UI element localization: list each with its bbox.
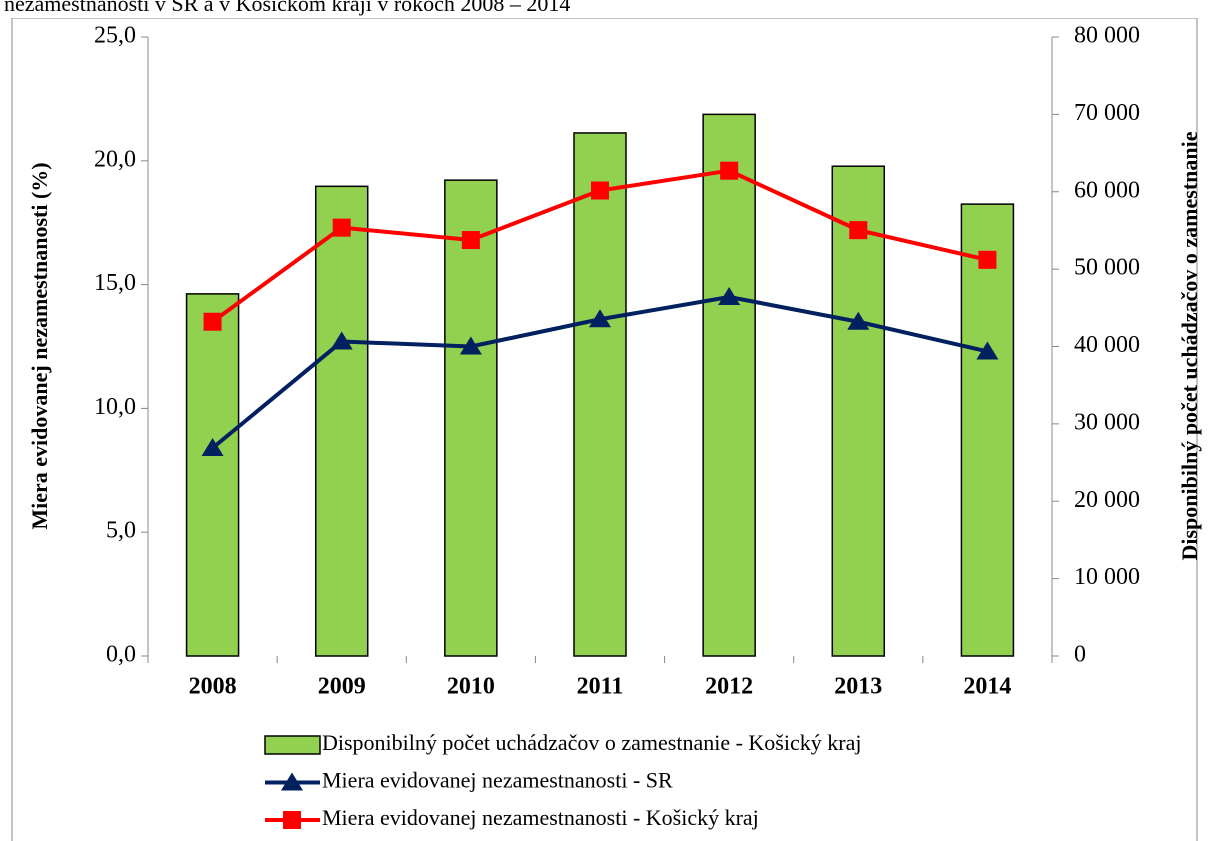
x-tick-label: 2012: [705, 674, 753, 700]
y-tick-label: 0,0: [106, 642, 136, 668]
y-tick-label: 15,0: [94, 270, 136, 296]
marker: [332, 218, 351, 237]
marker: [203, 312, 222, 331]
y2-tick-label: 50 000: [1074, 255, 1140, 281]
y-tick-label: 5,0: [106, 518, 136, 544]
bar: [831, 165, 886, 657]
y-tick-label: 25,0: [94, 23, 136, 49]
marker: [589, 309, 611, 328]
y2-tick-label: 80 000: [1074, 23, 1140, 49]
legend-marker: [283, 811, 301, 829]
legend-label: Miera evidovanej nezamestnanosti - Košic…: [322, 805, 759, 830]
marker: [330, 331, 353, 350]
x-tick-label: 2014: [963, 674, 1011, 700]
legend-marker: [281, 772, 303, 791]
x-tick-label: 2013: [834, 674, 882, 700]
marker: [201, 438, 224, 457]
x-tick-label: 2010: [447, 674, 495, 700]
y2-tick-label: 60 000: [1074, 177, 1140, 203]
marker: [847, 311, 870, 330]
y2-tick-label: 30 000: [1074, 409, 1140, 435]
marker: [849, 221, 868, 240]
bar: [573, 132, 627, 657]
y2-tick-label: 70 000: [1074, 100, 1140, 126]
x-tick-label: 2008: [189, 674, 237, 700]
y2-tick-label: 0: [1074, 642, 1086, 668]
bar: [702, 113, 756, 657]
bar: [185, 293, 240, 657]
y-tick-label: 10,0: [94, 394, 136, 420]
marker: [459, 336, 482, 355]
x-tick-label: 2011: [577, 674, 624, 700]
legend-label: Disponibilný počet uchádzačov o zamestna…: [322, 730, 861, 755]
chart-title: nezamestnanosti v SR a v Košickom kraji …: [4, 0, 570, 16]
legend-swatch: [264, 735, 321, 755]
y2-tick-label: 20 000: [1074, 487, 1140, 513]
title-band: [0, 0, 1209, 18]
bar: [314, 185, 369, 657]
marker: [718, 286, 741, 305]
marker: [978, 250, 997, 269]
marker: [461, 231, 480, 250]
y-tick-label: 20,0: [94, 146, 136, 172]
y-axis-label: Miera evidovanej nezamestnanosti (%): [27, 162, 52, 529]
bar: [444, 179, 498, 657]
marker: [591, 181, 609, 200]
y2-tick-label: 40 000: [1074, 332, 1140, 358]
y2-axis-label: Disponibilný počet uchádzačov o zamestna…: [1177, 131, 1202, 560]
marker: [976, 341, 999, 360]
legend-label: Miera evidovanej nezamestnanosti - SR: [322, 768, 673, 793]
x-tick-label: 2009: [318, 674, 366, 700]
bar: [960, 203, 1015, 657]
y2-tick-label: 10 000: [1074, 564, 1140, 590]
marker: [720, 161, 739, 180]
